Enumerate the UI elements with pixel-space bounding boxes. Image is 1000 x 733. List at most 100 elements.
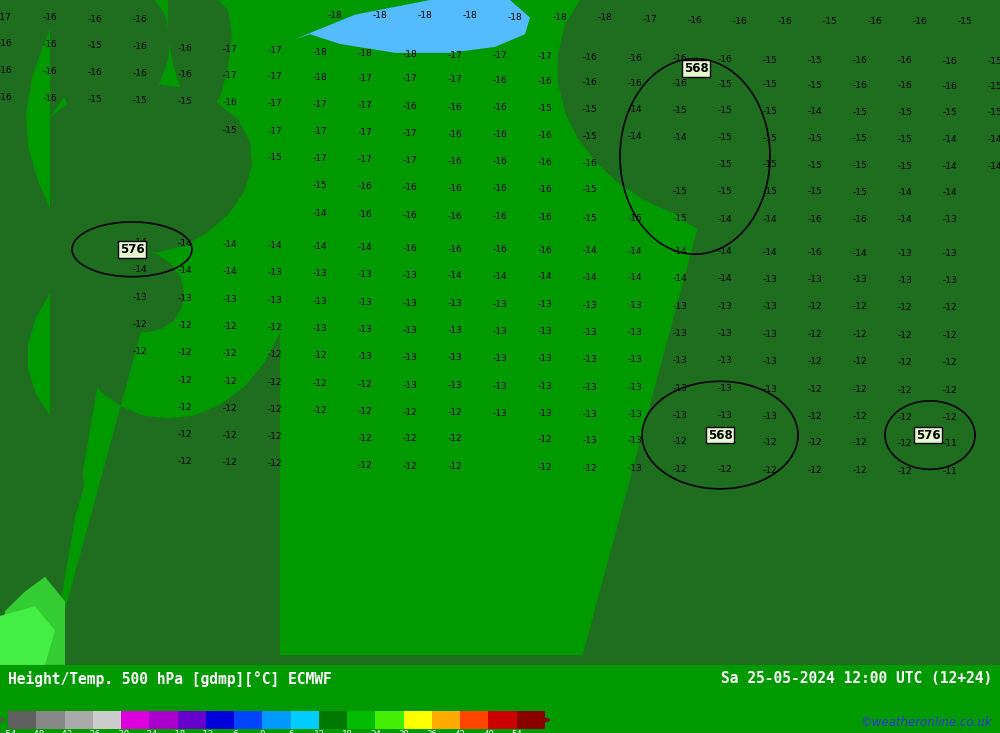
Text: -14: -14 xyxy=(628,133,642,141)
Text: -13: -13 xyxy=(358,325,372,334)
Text: -15: -15 xyxy=(988,108,1000,117)
Polygon shape xyxy=(640,0,1000,47)
Bar xyxy=(262,711,291,729)
Text: -18: -18 xyxy=(463,11,477,20)
Text: -13: -13 xyxy=(493,382,507,391)
Text: -12: -12 xyxy=(448,462,462,471)
Text: -13: -13 xyxy=(448,298,462,308)
Text: -14: -14 xyxy=(763,248,777,257)
Text: -13: -13 xyxy=(403,326,417,335)
Bar xyxy=(8,711,36,729)
Text: -13: -13 xyxy=(493,409,507,418)
Text: -14: -14 xyxy=(943,162,957,171)
Text: -13: -13 xyxy=(718,301,732,311)
Text: -14: -14 xyxy=(313,242,327,251)
Text: 576: 576 xyxy=(120,243,144,256)
Text: -16: -16 xyxy=(538,77,552,86)
Text: -15: -15 xyxy=(763,160,777,169)
Text: -12: -12 xyxy=(178,348,192,358)
Text: -14: -14 xyxy=(223,268,237,276)
Text: -15: -15 xyxy=(583,105,597,114)
Text: -14: -14 xyxy=(133,265,147,274)
Text: -17: -17 xyxy=(268,127,282,136)
Text: -12: -12 xyxy=(943,386,957,394)
Text: -12: -12 xyxy=(178,403,192,412)
Text: -15: -15 xyxy=(943,108,957,117)
Text: -13: -13 xyxy=(583,383,597,391)
Text: -18: -18 xyxy=(313,48,327,57)
Text: -15: -15 xyxy=(88,42,102,51)
Text: -16: -16 xyxy=(733,17,747,26)
Text: -12: -12 xyxy=(808,438,822,447)
Text: -13: -13 xyxy=(898,248,912,258)
Text: -12: -12 xyxy=(448,435,462,443)
Text: -12: -12 xyxy=(223,458,237,467)
Text: 36: 36 xyxy=(427,731,437,733)
Text: -16: -16 xyxy=(133,15,147,24)
Text: -14: -14 xyxy=(988,162,1000,171)
Text: -14: -14 xyxy=(673,274,687,283)
Text: -13: -13 xyxy=(628,464,642,473)
Polygon shape xyxy=(0,0,84,665)
Text: -48: -48 xyxy=(28,731,44,733)
Text: -17: -17 xyxy=(0,13,11,22)
Text: -17: -17 xyxy=(403,130,417,139)
Polygon shape xyxy=(0,655,1000,665)
Text: -16: -16 xyxy=(43,13,57,22)
Text: -13: -13 xyxy=(718,383,732,393)
Text: -42: -42 xyxy=(56,731,73,733)
Text: -17: -17 xyxy=(403,74,417,83)
Text: -15: -15 xyxy=(808,187,822,196)
Text: -12: -12 xyxy=(358,380,372,388)
Bar xyxy=(234,711,262,729)
Text: -16: -16 xyxy=(133,69,147,78)
Text: -13: -13 xyxy=(673,411,687,420)
Text: -12: -12 xyxy=(583,464,597,473)
Text: -16: -16 xyxy=(778,17,792,26)
Text: -12: -12 xyxy=(808,357,822,366)
Polygon shape xyxy=(558,0,1000,665)
Text: -13: -13 xyxy=(763,385,777,394)
Text: -12: -12 xyxy=(538,435,552,444)
Text: 568: 568 xyxy=(708,429,732,441)
Text: -15: -15 xyxy=(178,97,192,106)
Text: -13: -13 xyxy=(358,270,372,279)
Text: -13: -13 xyxy=(448,353,462,362)
Text: -12: -12 xyxy=(718,438,732,446)
Text: 48: 48 xyxy=(483,731,494,733)
Text: -13: -13 xyxy=(313,324,327,333)
Text: -15: -15 xyxy=(823,17,837,26)
Text: -16: -16 xyxy=(493,184,507,194)
Text: -16: -16 xyxy=(493,103,507,112)
Text: -14: -14 xyxy=(943,136,957,144)
Text: -17: -17 xyxy=(448,75,462,84)
Bar xyxy=(319,711,347,729)
Text: -12: -12 xyxy=(268,377,282,387)
Text: -12: -12 xyxy=(133,347,147,356)
Text: 54: 54 xyxy=(511,731,522,733)
Text: -13: -13 xyxy=(133,292,147,302)
Text: -13: -13 xyxy=(943,216,957,224)
Text: 568: 568 xyxy=(684,62,708,75)
Text: 24: 24 xyxy=(370,731,381,733)
Text: -12: -12 xyxy=(358,433,372,443)
Text: -15: -15 xyxy=(853,161,867,170)
Text: -12: -12 xyxy=(763,438,777,447)
Text: -17: -17 xyxy=(313,154,327,163)
Polygon shape xyxy=(168,0,232,111)
Text: -16: -16 xyxy=(133,43,147,51)
Text: -14: -14 xyxy=(673,247,687,256)
Text: -15: -15 xyxy=(583,213,597,223)
Text: -15: -15 xyxy=(958,17,972,26)
Text: -15: -15 xyxy=(718,106,732,115)
Text: -12: -12 xyxy=(853,465,867,475)
Text: -18: -18 xyxy=(598,13,612,22)
Text: -15: -15 xyxy=(718,160,732,169)
Text: -36: -36 xyxy=(85,731,101,733)
Text: -24: -24 xyxy=(141,731,157,733)
Text: -14: -14 xyxy=(853,248,867,258)
Text: -12: -12 xyxy=(358,461,372,470)
Text: -14: -14 xyxy=(628,105,642,114)
Text: -15: -15 xyxy=(628,213,642,223)
Polygon shape xyxy=(0,606,55,665)
